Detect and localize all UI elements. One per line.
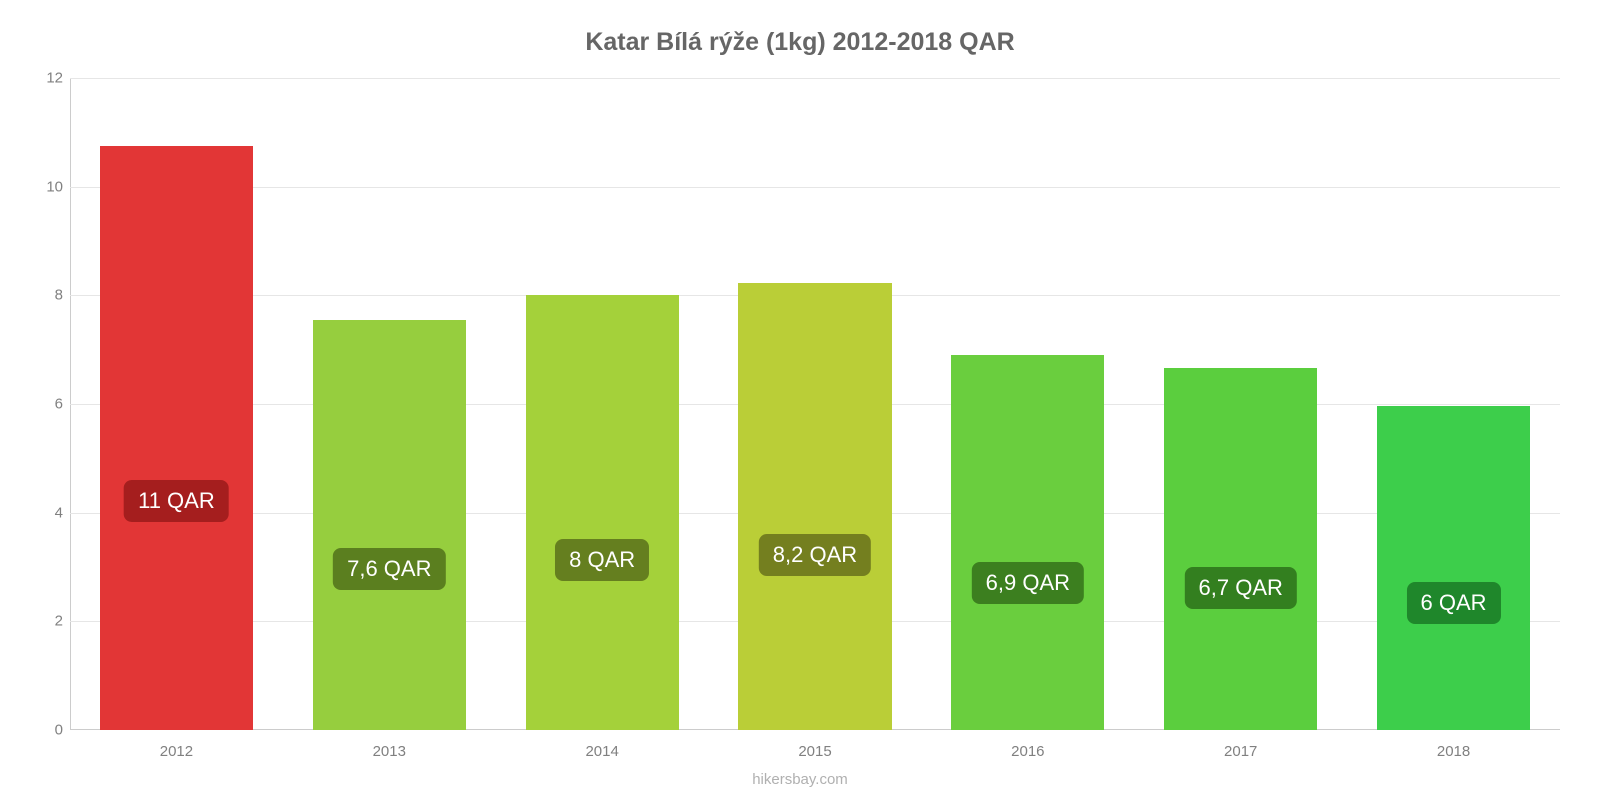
bar-value-badge: 11 QAR [124,480,229,522]
plot-inner: 024681012201211 QAR20137,6 QAR20148 QAR2… [70,78,1560,730]
x-tick-label: 2012 [160,743,193,760]
x-tick-label: 2017 [1224,743,1257,760]
bar-value-badge: 8 QAR [555,539,649,581]
y-tick-label: 0 [25,722,63,739]
x-tick-label: 2016 [1011,743,1044,760]
bar: 11 QAR [100,146,253,730]
y-tick-label: 6 [25,396,63,413]
x-tick-label: 2015 [798,743,831,760]
bar: 6,7 QAR [1164,368,1317,730]
bar-value-badge: 7,6 QAR [333,548,445,590]
bar: 7,6 QAR [313,320,466,730]
x-tick-label: 2013 [373,743,406,760]
credit-text: hikersbay.com [0,771,1600,788]
bar-value-badge: 6,9 QAR [972,562,1084,604]
y-tick-label: 4 [25,504,63,521]
bar: 8 QAR [526,295,679,730]
chart-title: Katar Bílá rýže (1kg) 2012-2018 QAR [0,0,1600,65]
x-tick-label: 2018 [1437,743,1470,760]
bar: 6 QAR [1377,406,1530,730]
bar-value-badge: 6 QAR [1407,582,1501,624]
gridline [70,78,1560,79]
y-tick-label: 8 [25,287,63,304]
y-tick-label: 12 [25,70,63,87]
x-tick-label: 2014 [585,743,618,760]
y-tick-label: 10 [25,178,63,195]
bar-value-badge: 6,7 QAR [1185,567,1297,609]
chart-container: Katar Bílá rýže (1kg) 2012-2018 QAR 0246… [0,0,1600,800]
plot-area: 024681012201211 QAR20137,6 QAR20148 QAR2… [70,78,1560,730]
gridline [70,187,1560,188]
bar-value-badge: 8,2 QAR [759,534,871,576]
bar: 8,2 QAR [738,283,891,730]
bar: 6,9 QAR [951,355,1104,730]
y-tick-label: 2 [25,613,63,630]
